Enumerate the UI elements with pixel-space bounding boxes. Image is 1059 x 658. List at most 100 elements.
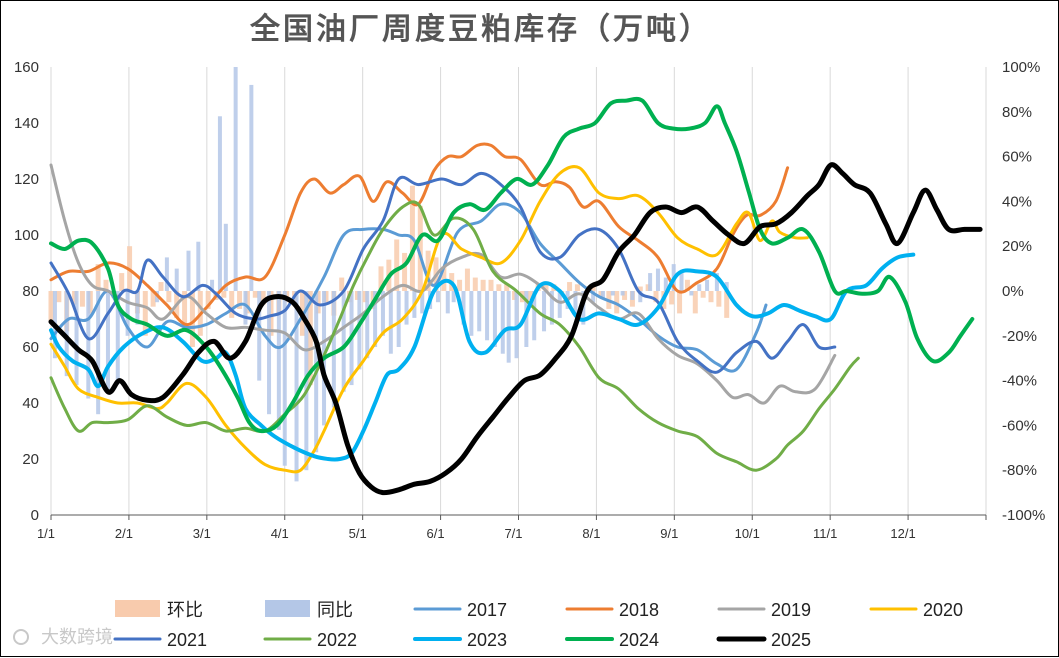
bar-mom: [339, 277, 345, 291]
bar-mom: [307, 291, 313, 386]
bar-mom: [394, 239, 400, 291]
x-tick-label: 7/1: [504, 526, 522, 541]
bar-yoy: [500, 291, 505, 354]
series-line-2021: [49, 171, 837, 374]
bar-yoy: [663, 277, 668, 291]
legend-label: 2021: [167, 630, 207, 650]
bar-yoy: [249, 84, 254, 291]
bar-yoy: [514, 291, 519, 359]
legend-label: 2020: [923, 600, 963, 620]
bar-yoy: [267, 291, 272, 415]
legend-label: 同比: [317, 600, 353, 620]
bar-yoy: [689, 291, 694, 296]
bar-mom: [103, 279, 109, 291]
bar-yoy: [96, 291, 101, 415]
bar-mom: [716, 291, 722, 307]
y-right-tick-label: -80%: [1002, 462, 1037, 479]
bar-yoy: [697, 284, 702, 291]
bar-yoy: [64, 291, 69, 377]
bar-yoy: [294, 291, 299, 482]
bar-yoy: [655, 268, 660, 291]
bar-mom: [158, 282, 164, 291]
bar-yoy: [105, 291, 110, 392]
legend-swatch: [115, 600, 160, 617]
x-tick-label: 2/1: [115, 526, 133, 541]
bar-yoy: [210, 279, 215, 291]
bar-yoy: [573, 291, 578, 314]
bar-mom: [653, 291, 659, 303]
legend-label: 2023: [467, 630, 507, 650]
bar-mom: [724, 291, 730, 318]
y-left-tick-label: 140: [14, 115, 39, 132]
legend-swatch: [265, 600, 310, 617]
bar-mom: [692, 291, 698, 314]
y-right-tick-label: 40%: [1002, 193, 1032, 210]
bar-yoy: [404, 291, 409, 325]
y-left-tick-label: 160: [14, 59, 39, 76]
bar-yoy: [620, 291, 625, 296]
y-right-tick-label: -60%: [1002, 417, 1037, 434]
bar-mom: [142, 291, 148, 336]
bar-yoy: [243, 291, 248, 325]
bar-yoy: [331, 291, 336, 408]
line-layer: [48, 96, 983, 496]
bar-yoy: [591, 291, 596, 303]
bar-yoy: [341, 291, 346, 392]
bar-yoy: [420, 291, 425, 314]
bar-mom: [684, 279, 690, 291]
bar-mom: [189, 291, 195, 347]
bar-mom: [543, 284, 549, 291]
bar-yoy: [600, 291, 605, 298]
series-line-2020: [49, 164, 809, 474]
bar-yoy: [186, 250, 191, 291]
series-line-2023: [49, 252, 916, 462]
bar-yoy: [196, 241, 201, 291]
x-tick-label: 9/1: [660, 526, 678, 541]
x-tick-label: 8/1: [582, 526, 600, 541]
series-line-2025: [48, 162, 983, 496]
bar-yoy: [435, 291, 440, 303]
bar-mom: [708, 291, 714, 303]
bar-yoy: [648, 273, 653, 291]
legend-label: 2018: [619, 600, 659, 620]
bar-mom: [229, 291, 235, 318]
bar-mom: [182, 291, 188, 332]
bar-mom: [637, 286, 643, 291]
y-right-tick-label: 80%: [1002, 104, 1032, 121]
y-right-tick-label: -40%: [1002, 373, 1037, 390]
bar-yoy: [469, 291, 474, 336]
bar-mom: [119, 273, 125, 291]
bar-yoy: [724, 282, 729, 291]
bar-yoy: [174, 268, 179, 291]
x-tick-label: 1/1: [37, 526, 55, 541]
y-right-tick-label: -100%: [1002, 507, 1045, 524]
bar-yoy: [630, 291, 635, 300]
bar-mom: [260, 291, 266, 305]
grid: [50, 67, 987, 515]
bar-yoy: [217, 116, 222, 291]
bar-yoy: [485, 291, 490, 341]
axes: 1/1 2/1 3/1 4/1 5/1 6/1 7/1 8/1 9/1 10/1 11/1 12/1 0…: [14, 59, 1045, 541]
bar-yoy: [257, 291, 262, 381]
bar-yoy: [451, 291, 456, 303]
bar-yoy: [492, 291, 497, 347]
bar-yoy: [557, 291, 562, 318]
bar-mom: [488, 279, 494, 291]
bar-mom: [700, 291, 706, 298]
bar-mom: [56, 291, 62, 303]
bar-yoy: [388, 291, 393, 354]
bar-mom: [221, 291, 227, 298]
x-tick-label: 4/1: [271, 526, 289, 541]
x-tick-label: 5/1: [349, 526, 367, 541]
bar-mom: [237, 291, 243, 309]
y-left-tick-label: 60: [22, 339, 39, 356]
bar-yoy: [164, 257, 169, 291]
bar-yoy: [396, 291, 401, 347]
y-right-tick-label: 100%: [1002, 59, 1040, 76]
bar-mom: [166, 291, 172, 303]
y-left-tick-label: 100: [14, 227, 39, 244]
bar-mom: [252, 291, 258, 298]
bar-yoy: [610, 291, 615, 296]
